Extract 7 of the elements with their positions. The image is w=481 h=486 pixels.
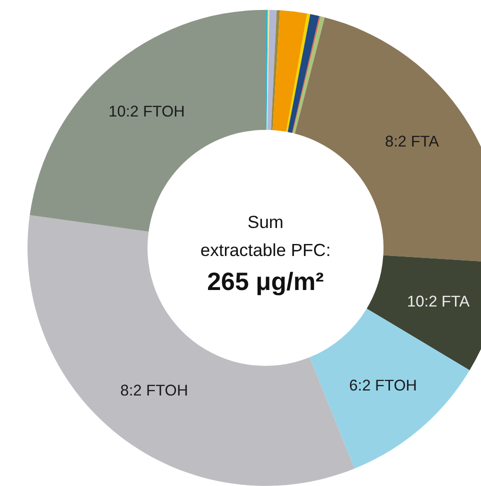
slice-label: 8:2 FTA [384, 133, 440, 150]
text: 265 μg/m² [207, 268, 324, 296]
slice-label: 8:2 FTOH [120, 382, 188, 400]
slice-label: 10:2 FTA [407, 294, 470, 311]
text: Sum extractable PFC: [200, 212, 331, 260]
slice-label: 6:2 FTOH [349, 377, 417, 394]
slice-label: 10:2 FTOH [108, 103, 185, 120]
